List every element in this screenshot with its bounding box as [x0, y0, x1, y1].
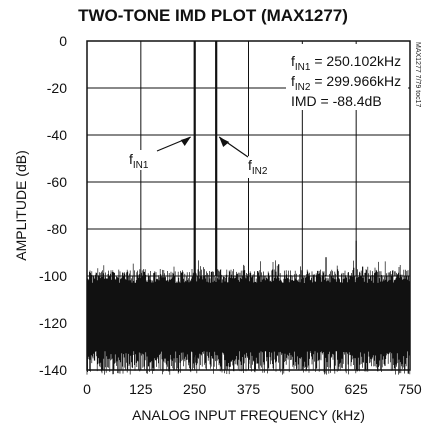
- x-tick-label: 500: [291, 381, 315, 397]
- plot-frame: [86, 40, 411, 371]
- x-tick-label: 625: [344, 381, 368, 397]
- y-tick-label: -100: [39, 268, 67, 284]
- annotation-fin2: fIN2 = 299.966kHz: [291, 73, 401, 93]
- y-tick-label: -80: [47, 221, 67, 237]
- x-tick-label: 250: [183, 381, 207, 397]
- annotation-box: [286, 44, 408, 110]
- tone-label-fin2: fIN2: [248, 157, 268, 177]
- chart-title: TWO-TONE IMD PLOT (MAX1277): [78, 6, 348, 25]
- y-tick-label: -40: [47, 127, 67, 143]
- fin2-arrow-head: [219, 137, 230, 147]
- x-axis-label: ANALOG INPUT FREQUENCY (kHz): [132, 407, 365, 423]
- y-tick-label: -120: [39, 315, 67, 331]
- fin1-arrow-head: [180, 137, 191, 146]
- x-tick-label: 375: [237, 381, 261, 397]
- y-tick-label: -140: [39, 362, 67, 378]
- x-tick-label: 125: [129, 381, 153, 397]
- x-tick-label: 750: [398, 381, 422, 397]
- side-note: MAX1277 7/79 toc17: [414, 42, 421, 107]
- y-tick-label: 0: [59, 33, 67, 49]
- y-tick-label: -60: [47, 174, 67, 190]
- fin2-label-bg: [244, 156, 278, 178]
- annotation-fin1: fIN1 = 250.102kHz: [291, 53, 401, 73]
- tone-label-fin1: fIN1: [129, 151, 149, 171]
- annotation-imd: IMD = -88.4dB: [291, 93, 382, 109]
- fin1-label-bg: [125, 150, 159, 170]
- x-tick-label: 0: [83, 381, 91, 397]
- y-axis-label: AMPLITUDE (dB): [13, 150, 29, 260]
- y-tick-label: -20: [47, 80, 67, 96]
